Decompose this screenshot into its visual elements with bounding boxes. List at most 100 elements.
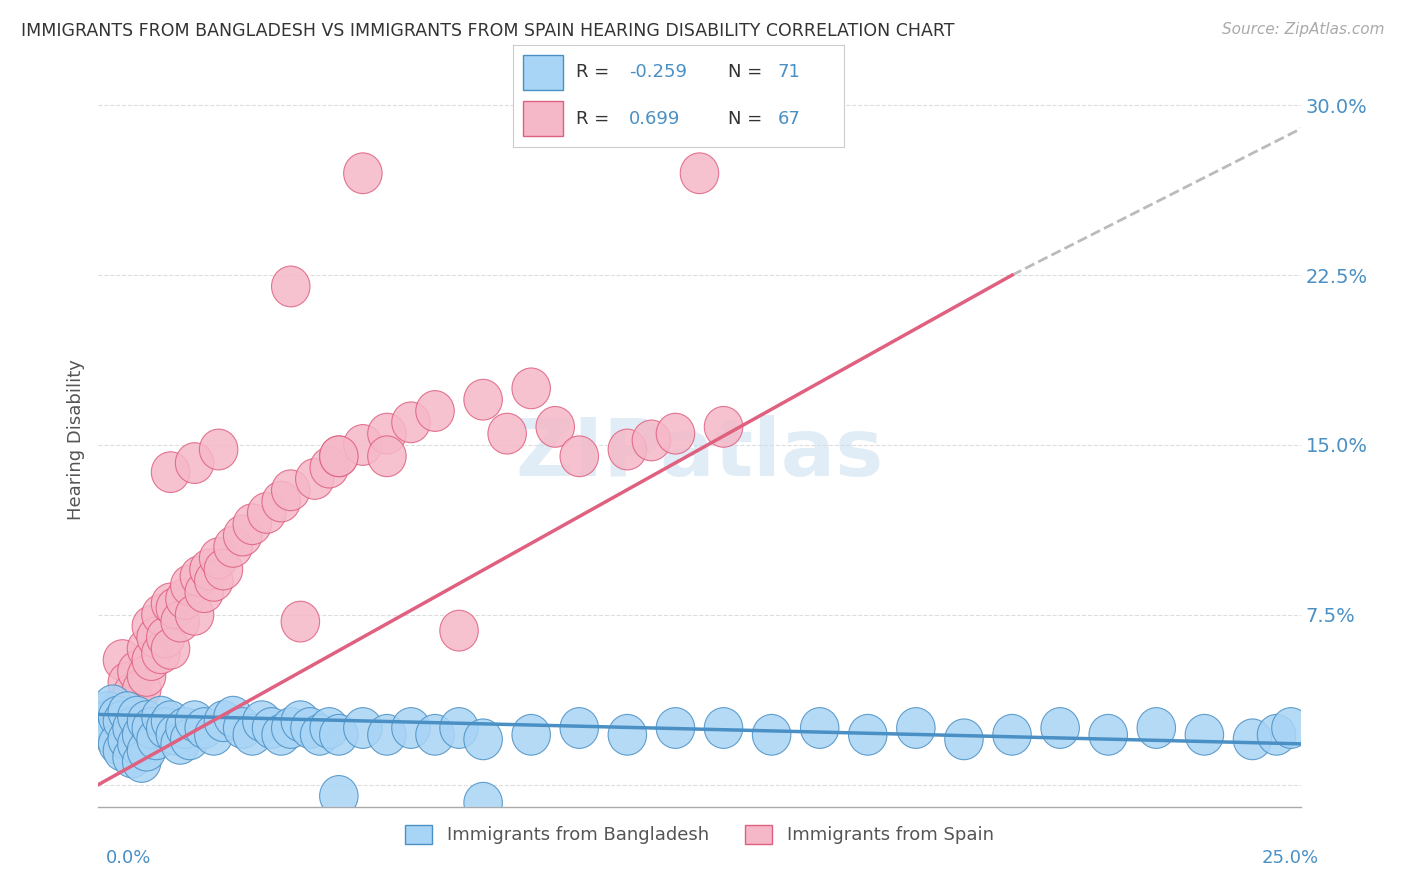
Ellipse shape bbox=[897, 707, 935, 748]
Text: 0.0%: 0.0% bbox=[105, 849, 150, 867]
Ellipse shape bbox=[89, 701, 128, 741]
Ellipse shape bbox=[176, 442, 214, 483]
Text: -0.259: -0.259 bbox=[628, 63, 688, 81]
Ellipse shape bbox=[94, 714, 132, 756]
Ellipse shape bbox=[309, 707, 349, 748]
Ellipse shape bbox=[291, 707, 329, 748]
Ellipse shape bbox=[84, 701, 122, 741]
Text: Source: ZipAtlas.com: Source: ZipAtlas.com bbox=[1222, 22, 1385, 37]
Ellipse shape bbox=[1137, 707, 1175, 748]
Ellipse shape bbox=[122, 741, 160, 782]
Ellipse shape bbox=[176, 701, 214, 741]
Ellipse shape bbox=[536, 407, 575, 447]
Text: 0.699: 0.699 bbox=[628, 111, 681, 128]
Ellipse shape bbox=[122, 669, 160, 710]
Ellipse shape bbox=[176, 594, 214, 635]
Ellipse shape bbox=[132, 640, 170, 681]
Ellipse shape bbox=[118, 697, 156, 737]
Ellipse shape bbox=[319, 436, 359, 476]
Text: R =: R = bbox=[576, 111, 614, 128]
Y-axis label: Hearing Disability: Hearing Disability bbox=[66, 359, 84, 520]
Ellipse shape bbox=[1257, 714, 1296, 756]
Ellipse shape bbox=[609, 714, 647, 756]
Ellipse shape bbox=[633, 420, 671, 461]
Ellipse shape bbox=[262, 714, 301, 756]
Ellipse shape bbox=[132, 606, 170, 647]
Ellipse shape bbox=[112, 701, 152, 741]
Ellipse shape bbox=[243, 701, 281, 741]
Ellipse shape bbox=[166, 707, 204, 748]
Ellipse shape bbox=[392, 402, 430, 442]
Ellipse shape bbox=[657, 707, 695, 748]
Ellipse shape bbox=[108, 719, 146, 760]
Ellipse shape bbox=[128, 701, 166, 741]
Ellipse shape bbox=[752, 714, 790, 756]
Ellipse shape bbox=[142, 697, 180, 737]
Ellipse shape bbox=[84, 707, 122, 748]
Ellipse shape bbox=[464, 719, 502, 760]
Ellipse shape bbox=[609, 429, 647, 470]
Ellipse shape bbox=[281, 701, 319, 741]
Ellipse shape bbox=[271, 266, 309, 307]
Ellipse shape bbox=[440, 707, 478, 748]
Ellipse shape bbox=[118, 651, 156, 692]
Ellipse shape bbox=[166, 579, 204, 619]
Ellipse shape bbox=[190, 549, 228, 590]
Ellipse shape bbox=[152, 628, 190, 669]
Ellipse shape bbox=[136, 617, 176, 657]
Ellipse shape bbox=[262, 481, 301, 522]
Ellipse shape bbox=[89, 707, 128, 748]
Ellipse shape bbox=[657, 413, 695, 454]
Ellipse shape bbox=[1271, 707, 1310, 748]
FancyBboxPatch shape bbox=[523, 101, 562, 136]
Ellipse shape bbox=[800, 707, 839, 748]
Text: IMMIGRANTS FROM BANGLADESH VS IMMIGRANTS FROM SPAIN HEARING DISABILITY CORRELATI: IMMIGRANTS FROM BANGLADESH VS IMMIGRANTS… bbox=[21, 22, 955, 40]
Ellipse shape bbox=[301, 714, 339, 756]
Ellipse shape bbox=[295, 458, 335, 500]
Ellipse shape bbox=[309, 447, 349, 488]
Ellipse shape bbox=[186, 572, 224, 613]
Ellipse shape bbox=[368, 413, 406, 454]
Ellipse shape bbox=[128, 731, 166, 771]
Ellipse shape bbox=[94, 697, 132, 737]
Ellipse shape bbox=[1233, 719, 1271, 760]
Ellipse shape bbox=[94, 685, 132, 726]
Ellipse shape bbox=[224, 516, 262, 556]
Ellipse shape bbox=[152, 451, 190, 492]
FancyBboxPatch shape bbox=[523, 55, 562, 90]
Ellipse shape bbox=[512, 368, 550, 409]
Ellipse shape bbox=[194, 714, 233, 756]
Ellipse shape bbox=[224, 707, 262, 748]
Ellipse shape bbox=[128, 656, 166, 697]
Ellipse shape bbox=[252, 707, 291, 748]
Ellipse shape bbox=[464, 379, 502, 420]
Ellipse shape bbox=[156, 588, 194, 628]
Ellipse shape bbox=[152, 583, 190, 624]
Ellipse shape bbox=[156, 714, 194, 756]
Ellipse shape bbox=[681, 153, 718, 194]
Ellipse shape bbox=[160, 601, 200, 642]
Legend: Immigrants from Bangladesh, Immigrants from Spain: Immigrants from Bangladesh, Immigrants f… bbox=[396, 816, 1002, 854]
Ellipse shape bbox=[247, 492, 285, 533]
Ellipse shape bbox=[319, 775, 359, 816]
Ellipse shape bbox=[112, 737, 152, 778]
Ellipse shape bbox=[214, 526, 252, 567]
Ellipse shape bbox=[704, 707, 742, 748]
Ellipse shape bbox=[464, 782, 502, 823]
Ellipse shape bbox=[945, 719, 983, 760]
Ellipse shape bbox=[128, 628, 166, 669]
Ellipse shape bbox=[103, 731, 142, 771]
Ellipse shape bbox=[281, 601, 319, 642]
Ellipse shape bbox=[343, 153, 382, 194]
Ellipse shape bbox=[98, 697, 136, 737]
Ellipse shape bbox=[704, 407, 742, 447]
Ellipse shape bbox=[343, 707, 382, 748]
Ellipse shape bbox=[132, 707, 170, 748]
Ellipse shape bbox=[98, 723, 136, 764]
Ellipse shape bbox=[319, 714, 359, 756]
Ellipse shape bbox=[118, 723, 156, 764]
Ellipse shape bbox=[560, 436, 599, 476]
Ellipse shape bbox=[1185, 714, 1223, 756]
Ellipse shape bbox=[512, 714, 550, 756]
Ellipse shape bbox=[152, 701, 190, 741]
